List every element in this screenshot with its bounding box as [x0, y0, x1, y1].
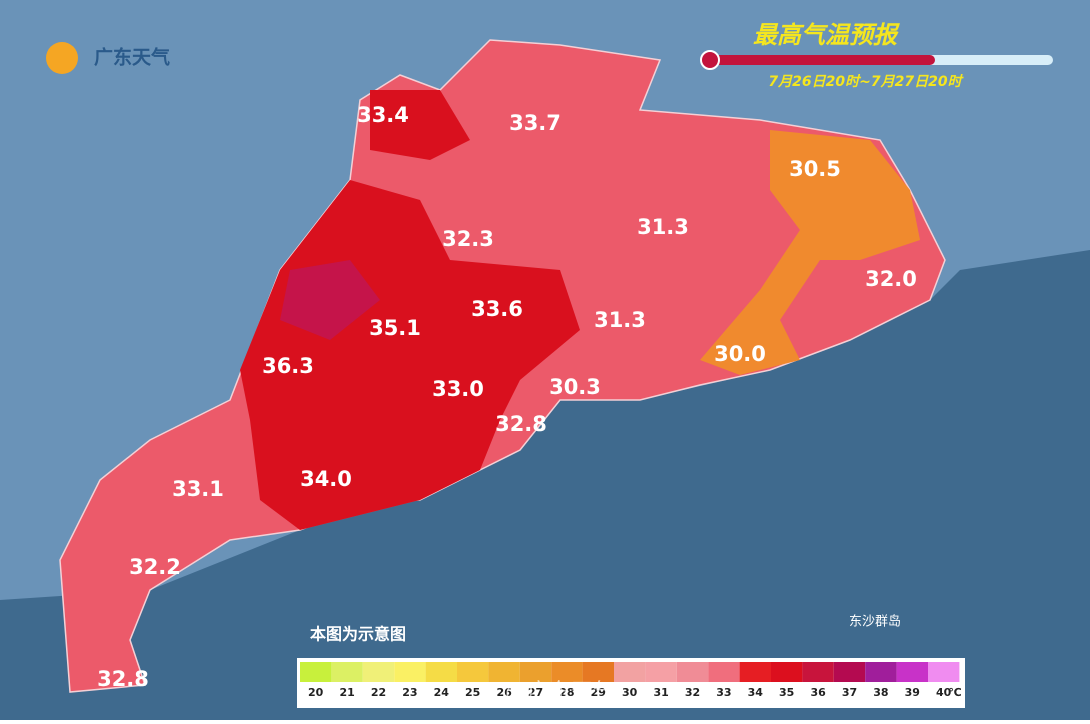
temperature-label: 35.1 — [369, 316, 421, 340]
legend-label: 40 — [936, 686, 952, 699]
legend-swatch — [488, 662, 520, 682]
temperature-label: 33.1 — [172, 477, 224, 501]
legend-swatch — [833, 662, 866, 682]
hottest-zone — [280, 260, 380, 340]
temperature-label: 32.2 — [129, 555, 181, 579]
legend-swatch — [457, 662, 489, 682]
legend-label: 34 — [748, 686, 764, 699]
legend-swatch — [331, 662, 363, 682]
temperature-label: 32.0 — [865, 267, 917, 291]
legend-swatch — [300, 662, 332, 682]
legend-swatch — [928, 662, 960, 682]
temperature-label: 30.3 — [549, 375, 601, 399]
legend-swatch — [519, 662, 552, 682]
legend-label: 29 — [591, 686, 606, 699]
note: 本图为示意图 — [310, 625, 406, 644]
temperature-label: 31.3 — [637, 215, 689, 239]
temperature-label: 33.7 — [509, 111, 561, 135]
legend-swatch — [676, 662, 709, 682]
legend-swatch — [614, 662, 646, 682]
legend-unit: ℃ — [948, 686, 961, 699]
legend-swatch — [708, 662, 740, 682]
logo-icon — [46, 42, 78, 74]
legend-label: 20 — [308, 686, 324, 699]
temperature-label: 30.0 — [714, 342, 766, 366]
subtitle: 7月26日20时~7月27日20时 — [768, 74, 964, 90]
legend-swatch — [425, 662, 457, 682]
legend-swatch — [394, 662, 426, 682]
legend-swatch — [771, 662, 803, 682]
legend-label: 31 — [653, 686, 668, 699]
temperature-label: 36.3 — [262, 354, 314, 378]
legend-label: 39 — [905, 686, 920, 699]
legend-swatch — [362, 662, 395, 682]
legend-label: 24 — [434, 686, 450, 699]
legend-label: 36 — [810, 686, 826, 699]
title: 最高气温预报 — [753, 21, 900, 49]
islands-label: 东沙群岛 — [849, 614, 901, 630]
legend-label: 28 — [559, 686, 574, 699]
temperature-label: 32.3 — [442, 227, 494, 251]
logo: 广东天气 — [94, 46, 170, 69]
watermark: @广东天气 — [505, 680, 615, 705]
temperature-label: 34.0 — [300, 467, 352, 491]
title-bar-knob — [700, 50, 720, 70]
temperature-label: 30.5 — [789, 157, 841, 181]
temperature-label: 32.8 — [495, 412, 547, 436]
temperature-label: 32.8 — [97, 667, 149, 691]
legend-swatch — [802, 662, 834, 682]
legend-label: 21 — [339, 686, 354, 699]
temperature-label: 33.4 — [357, 103, 409, 127]
legend-label: 30 — [622, 686, 638, 699]
temperature-label: 33.6 — [471, 297, 523, 321]
legend-label: 33 — [716, 686, 731, 699]
legend-label: 35 — [779, 686, 794, 699]
legend-label: 23 — [402, 686, 417, 699]
legend-swatch — [645, 662, 677, 682]
legend-label: 25 — [465, 686, 480, 699]
title-bar-fill — [705, 55, 935, 65]
legend-swatch — [896, 662, 928, 682]
legend-swatch — [865, 662, 897, 682]
legend-label: 27 — [528, 686, 543, 699]
legend-swatch — [739, 662, 771, 682]
legend-label: 26 — [496, 686, 512, 699]
warm-zone — [700, 130, 920, 375]
hot-zone-north — [370, 90, 470, 160]
legend-swatch — [582, 662, 614, 682]
legend-swatch — [551, 662, 583, 682]
temperature-label: 31.3 — [594, 308, 646, 332]
legend-label: 32 — [685, 686, 700, 699]
legend-label: 38 — [873, 686, 888, 699]
legend-label: 37 — [842, 686, 857, 699]
legend-label: 22 — [371, 686, 386, 699]
temperature-label: 33.0 — [432, 377, 484, 401]
